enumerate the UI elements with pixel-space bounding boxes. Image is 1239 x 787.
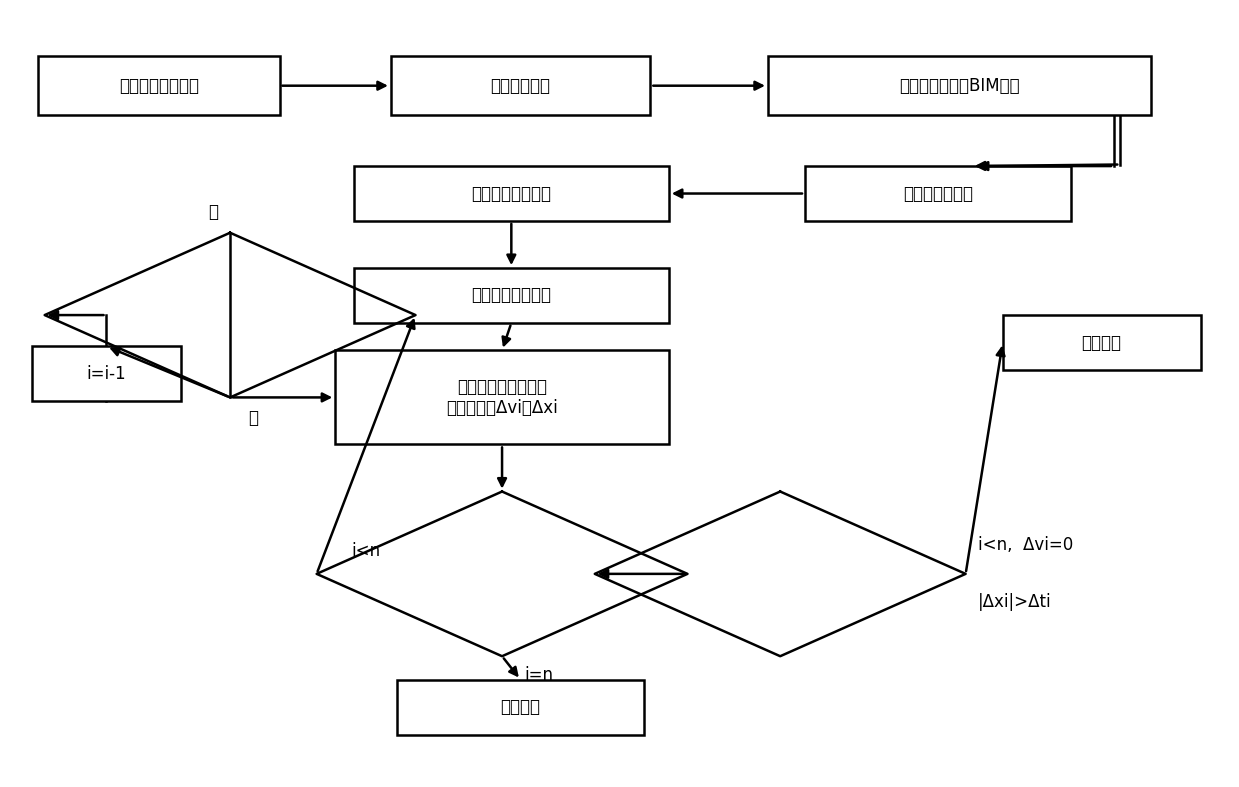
- Text: 否: 否: [208, 203, 218, 221]
- Text: 固定反光贴片: 固定反光贴片: [491, 76, 550, 94]
- Text: 建立桥梁的顶推BIM模型: 建立桥梁的顶推BIM模型: [900, 76, 1020, 94]
- Text: 在手簿中选定放样过
程点并观测Δvi和Δxi: 在手簿中选定放样过 程点并观测Δvi和Δxi: [446, 378, 558, 417]
- Text: i=n: i=n: [524, 666, 554, 684]
- Text: i<n: i<n: [352, 541, 380, 560]
- Text: 是: 是: [249, 409, 259, 427]
- Text: 发出报警: 发出报警: [1082, 334, 1121, 352]
- FancyBboxPatch shape: [396, 680, 644, 734]
- FancyBboxPatch shape: [32, 346, 181, 401]
- FancyBboxPatch shape: [805, 166, 1070, 221]
- Text: i<n,  Δvi=0: i<n, Δvi=0: [978, 536, 1073, 554]
- Text: 选取桥梁的监控点: 选取桥梁的监控点: [119, 76, 199, 94]
- Text: 在施工坐标系设站: 在施工坐标系设站: [471, 184, 551, 202]
- FancyBboxPatch shape: [353, 268, 669, 323]
- Text: i=i-1: i=i-1: [87, 365, 126, 383]
- Text: 选取放样过程点: 选取放样过程点: [903, 184, 973, 202]
- Text: |Δxi|>Δti: |Δxi|>Δti: [978, 593, 1052, 611]
- FancyBboxPatch shape: [390, 57, 650, 115]
- FancyBboxPatch shape: [38, 57, 280, 115]
- FancyBboxPatch shape: [336, 350, 669, 445]
- FancyBboxPatch shape: [1002, 315, 1201, 370]
- Text: 顶推结束: 顶推结束: [501, 698, 540, 716]
- Text: 将主机矄准反光贴: 将主机矄准反光贴: [471, 286, 551, 305]
- FancyBboxPatch shape: [768, 57, 1151, 115]
- FancyBboxPatch shape: [353, 166, 669, 221]
